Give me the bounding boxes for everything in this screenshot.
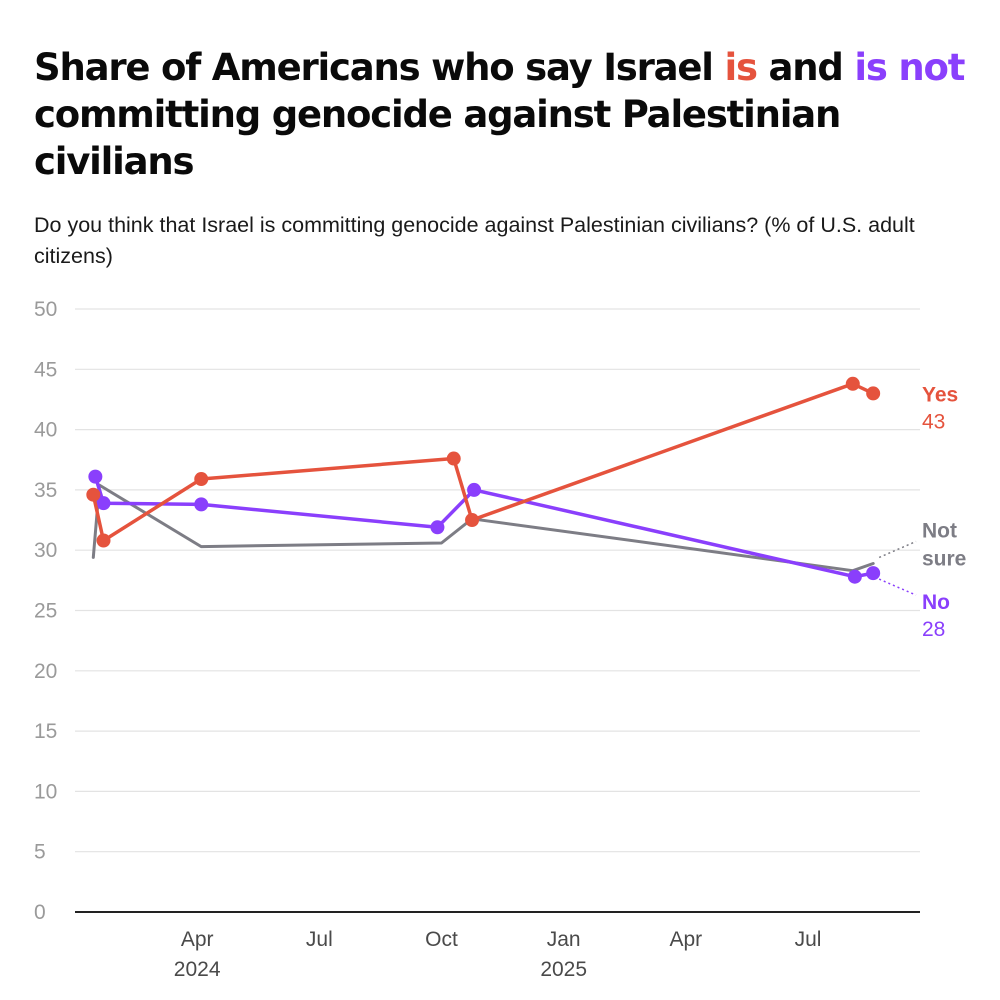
gridlines	[75, 308, 920, 853]
x-tick-label: Oct	[425, 928, 458, 951]
x-tick-label: Jul	[306, 928, 333, 951]
y-tick-label: 15	[34, 720, 57, 743]
x-tick-label: Apr	[669, 928, 702, 951]
data-point-yes	[866, 386, 881, 401]
y-tick-label: 25	[34, 600, 57, 623]
y-tick-label: 40	[34, 419, 57, 442]
y-tick-label: 45	[34, 358, 57, 381]
y-tick-label: 0	[34, 901, 46, 924]
title-part-3: committing genocide against Palestinian …	[34, 93, 841, 183]
series-labels: Yes 43 No 28 Not sure	[878, 383, 966, 641]
x-tick-label: Jan	[547, 928, 581, 951]
title-is-not: is not	[854, 46, 965, 89]
data-point-no	[96, 496, 111, 511]
label-yes-value: 43	[922, 410, 945, 433]
data-point-no	[194, 497, 209, 512]
x-tick-label: Jul	[795, 928, 822, 951]
data-point-yes	[845, 376, 860, 391]
chart-subtitle: Do you think that Israel is committing g…	[34, 213, 915, 268]
data-point-yes	[446, 451, 461, 466]
y-tick-label: 30	[34, 539, 57, 562]
y-tick-label: 35	[34, 479, 57, 502]
label-no-value: 28	[922, 618, 945, 641]
title-part-1: Share of Americans who say Israel	[34, 46, 725, 89]
y-tick-label: 5	[34, 841, 46, 864]
x-axis-ticks: Apr 2024 Jul Oct Jan 2025 Apr Jul	[174, 928, 822, 981]
data-point-yes	[465, 513, 480, 528]
x-tick-year: 2025	[540, 958, 587, 981]
label-yes: Yes	[922, 383, 958, 406]
data-point-yes	[194, 472, 209, 487]
x-tick-label: Apr	[181, 928, 214, 951]
series-lines	[86, 376, 881, 584]
data-point-no	[847, 569, 862, 584]
data-point-yes	[96, 533, 111, 548]
y-axis-ticks: 0 5 10 15 20 25 30 35 40 45 50	[34, 298, 57, 924]
leader-not-sure	[878, 540, 917, 559]
data-point-no	[430, 520, 445, 535]
series-line-yes	[91, 382, 875, 543]
label-not-sure-line2: sure	[922, 547, 966, 570]
y-tick-label: 50	[34, 298, 57, 321]
title-part-2: and	[756, 46, 855, 89]
data-point-yes	[86, 487, 101, 502]
data-point-no	[866, 566, 881, 581]
data-point-no	[88, 469, 103, 484]
series-line-not-sure	[91, 483, 875, 573]
x-tick-year: 2024	[174, 958, 221, 981]
y-tick-label: 10	[34, 780, 57, 803]
chart-title: Share of Americans who say Israel is and…	[34, 44, 974, 185]
title-is: is	[724, 46, 758, 89]
data-point-no	[467, 482, 482, 497]
label-not-sure-line1: Not	[922, 519, 957, 542]
series-line-no	[93, 474, 875, 579]
label-no: No	[922, 591, 950, 614]
leader-no	[878, 578, 917, 596]
y-tick-label: 20	[34, 660, 57, 683]
